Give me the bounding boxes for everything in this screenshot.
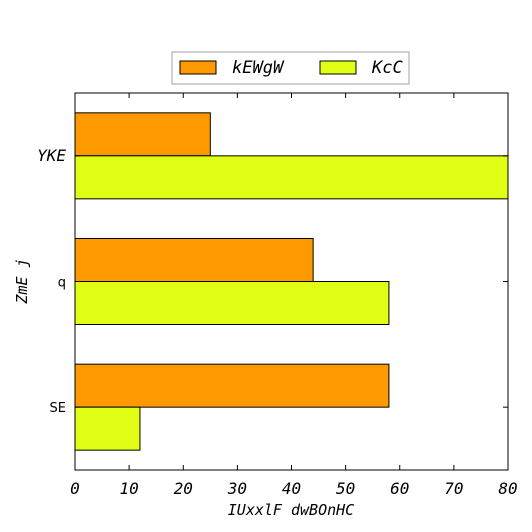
x-tick-label-20: 20 [174, 479, 193, 498]
x-tick-label-0: 0 [70, 479, 80, 498]
x-tick-label-30: 30 [227, 479, 247, 498]
bar-kEWgW-SE [74, 363, 390, 408]
bar-kEWgW-YKE [74, 112, 211, 157]
labels-group: YKE q SE 0 10 20 30 40 50 60 70 80 [37, 146, 518, 498]
y-tick-label-YKE: YKE [37, 146, 66, 165]
ticks-group [74, 93, 509, 470]
x-tick-label-60: 60 [390, 479, 409, 498]
y-axis-title: ZmE j [13, 258, 31, 304]
bar-KcC-SE [74, 406, 141, 451]
legend-label-1: KcC [371, 58, 403, 78]
x-axis-title: IUxxlF dwBOnHC [228, 501, 354, 519]
legend-label-0: kEWgW [232, 58, 285, 78]
y-tick-label-SE: SE [50, 401, 66, 416]
bar-KcC-YKE [74, 155, 509, 200]
bar-KcC-q [74, 281, 390, 325]
legend-swatch-0 [179, 60, 217, 75]
x-tick-label-10: 10 [119, 479, 138, 498]
bars-group [74, 112, 509, 451]
legend: kEWgW KcC [171, 51, 410, 85]
x-tick-label-70: 70 [444, 479, 463, 498]
x-tick-label-80: 80 [498, 479, 517, 498]
bar-kEWgW-q [74, 238, 314, 282]
legend-swatch-1 [319, 60, 357, 75]
y-tick-label-q: q [58, 276, 66, 291]
x-tick-label-40: 40 [282, 479, 301, 498]
x-tick-label-50: 50 [336, 479, 355, 498]
